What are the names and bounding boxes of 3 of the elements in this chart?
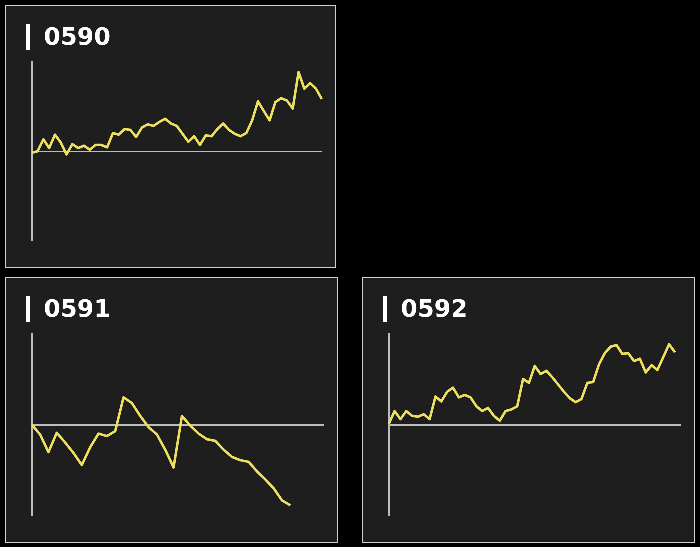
chart-title: 0591 <box>44 295 111 323</box>
chart-title: 0592 <box>401 295 468 323</box>
chart-title: 0590 <box>44 23 111 51</box>
